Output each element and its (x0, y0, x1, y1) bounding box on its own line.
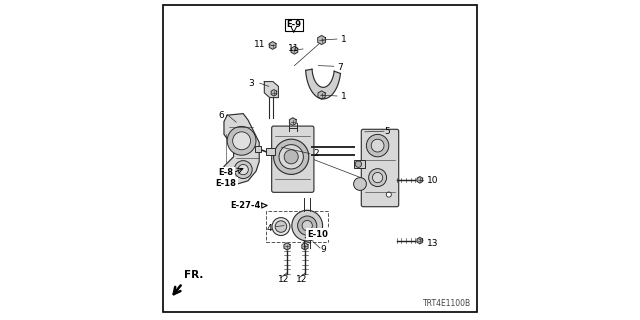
Text: 11: 11 (254, 40, 266, 49)
Circle shape (233, 132, 251, 150)
FancyBboxPatch shape (361, 129, 399, 207)
Text: 3: 3 (249, 79, 254, 88)
Circle shape (355, 161, 362, 167)
Text: 9: 9 (320, 245, 326, 254)
Bar (266, 148, 275, 155)
Text: 11: 11 (288, 44, 300, 53)
Polygon shape (417, 237, 422, 244)
Circle shape (279, 145, 303, 169)
Circle shape (274, 139, 309, 174)
Text: E-10: E-10 (307, 230, 328, 239)
Polygon shape (417, 177, 422, 183)
Bar (266, 211, 328, 242)
Text: 13: 13 (427, 239, 438, 248)
Text: TRT4E1100B: TRT4E1100B (423, 299, 471, 308)
Polygon shape (284, 243, 290, 250)
Bar (255, 146, 261, 152)
Circle shape (372, 172, 383, 183)
Text: 1: 1 (341, 92, 347, 101)
Circle shape (298, 216, 317, 235)
Text: 7: 7 (338, 63, 343, 72)
Text: 1: 1 (341, 35, 347, 44)
Text: E-9: E-9 (286, 20, 301, 29)
Text: 2: 2 (314, 149, 319, 158)
Text: 10: 10 (427, 176, 438, 185)
Polygon shape (318, 91, 325, 99)
Circle shape (369, 169, 387, 187)
Polygon shape (302, 243, 308, 250)
Circle shape (354, 178, 366, 190)
Polygon shape (289, 118, 296, 125)
Polygon shape (224, 114, 259, 186)
Text: 12: 12 (278, 276, 289, 284)
Circle shape (386, 192, 391, 197)
Circle shape (234, 161, 252, 179)
Circle shape (284, 150, 298, 164)
Text: 4: 4 (267, 224, 273, 233)
Circle shape (238, 164, 248, 175)
Text: 12: 12 (296, 276, 308, 284)
Bar (354, 160, 365, 168)
Polygon shape (306, 69, 340, 99)
Text: 5: 5 (384, 127, 390, 136)
Text: E-27-4: E-27-4 (230, 201, 261, 210)
Circle shape (292, 210, 323, 241)
Polygon shape (264, 82, 278, 98)
Polygon shape (271, 90, 276, 96)
Text: FR.: FR. (184, 270, 204, 280)
Circle shape (366, 134, 388, 157)
Circle shape (275, 221, 287, 232)
Polygon shape (269, 42, 276, 49)
Circle shape (227, 126, 256, 155)
Polygon shape (291, 46, 298, 54)
Circle shape (371, 139, 384, 152)
Text: 6: 6 (218, 111, 224, 120)
Circle shape (272, 218, 290, 236)
Circle shape (302, 220, 312, 231)
Polygon shape (317, 36, 326, 44)
Text: E-8: E-8 (218, 168, 233, 177)
FancyBboxPatch shape (272, 126, 314, 192)
Text: E-18: E-18 (215, 179, 236, 188)
